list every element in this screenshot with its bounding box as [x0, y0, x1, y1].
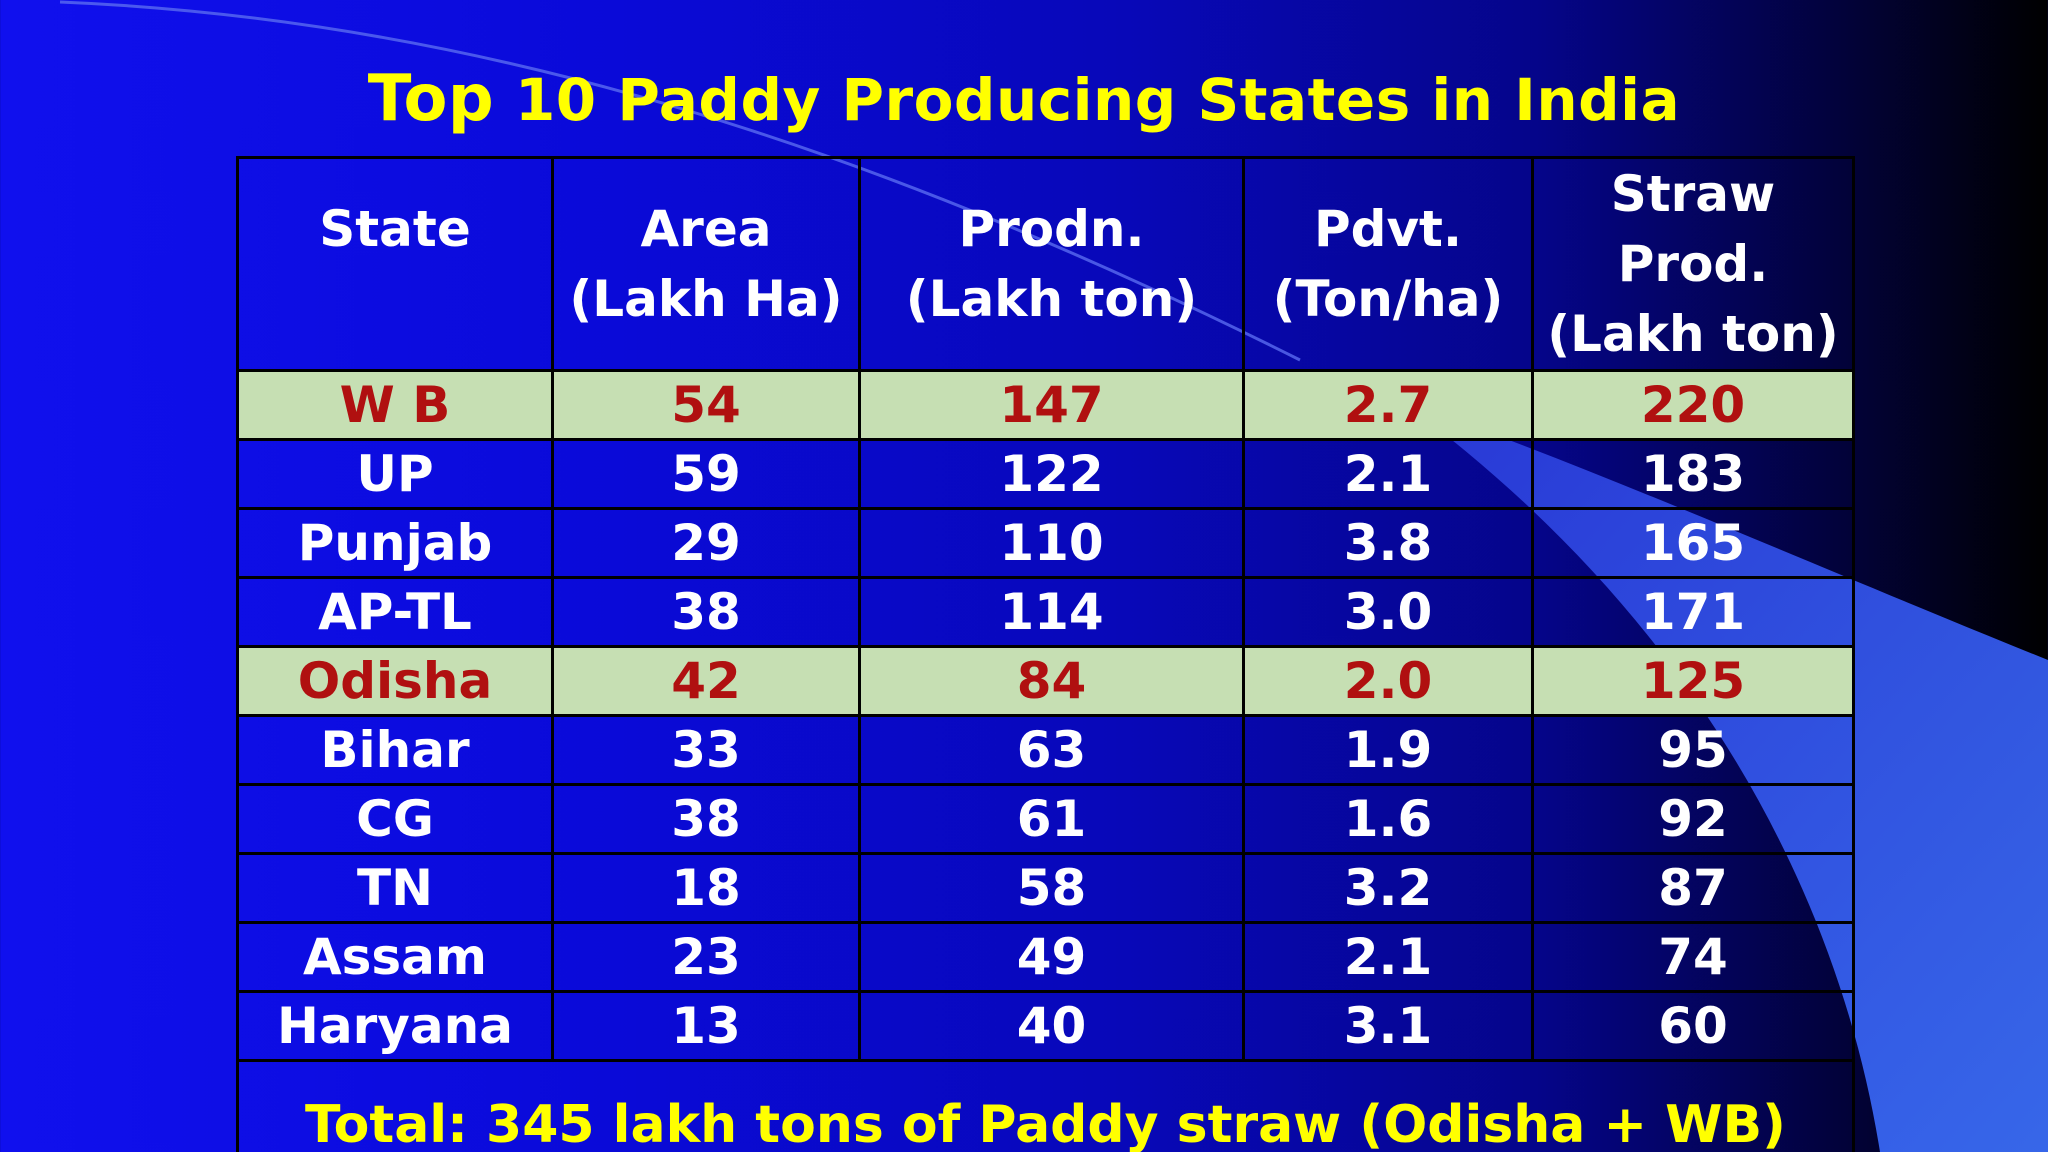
cell-prodn: 49	[858, 921, 1245, 993]
cell-pdvt: 3.2	[1242, 852, 1534, 924]
table-total-row: Total: 345 lakh tons of Paddy straw (Odi…	[236, 1059, 1855, 1152]
cell-area: 54	[551, 369, 861, 441]
header-prodn: Prodn. (Lakh ton)	[858, 156, 1245, 372]
header-prodn-line2: (Lakh ton)	[905, 270, 1198, 328]
cell-state: AP-TL	[236, 576, 554, 648]
header-area: Area (Lakh Ha)	[551, 156, 861, 372]
header-state-line2	[239, 264, 551, 334]
paddy-states-table: State Area (Lakh Ha) Prodn. (Lakh ton) P…	[236, 156, 1855, 1152]
cell-prodn: 122	[858, 438, 1245, 510]
cell-state: Odisha	[236, 645, 554, 717]
cell-state: UP	[236, 438, 554, 510]
cell-state: CG	[236, 783, 554, 855]
header-pdvt: Pdvt. (Ton/ha)	[1242, 156, 1534, 372]
table-row-assam: Assam 23 49 2.1 74	[236, 921, 1855, 993]
slide-title-first-word: Top	[367, 62, 495, 136]
header-straw-line2: (Lakh ton)	[1547, 305, 1839, 363]
cell-state: TN	[236, 852, 554, 924]
cell-pdvt: 2.7	[1242, 369, 1534, 441]
cell-state: W B	[236, 369, 554, 441]
cell-area: 23	[551, 921, 861, 993]
header-prodn-line1: Prodn.	[958, 200, 1145, 258]
cell-area: 29	[551, 507, 861, 579]
table-header-row: State Area (Lakh Ha) Prodn. (Lakh ton) P…	[236, 156, 1855, 372]
table-row-cg: CG 38 61 1.6 92	[236, 783, 1855, 855]
header-area-line1: Area	[640, 200, 772, 258]
cell-pdvt: 1.6	[1242, 783, 1534, 855]
cell-area: 59	[551, 438, 861, 510]
cell-pdvt: 2.0	[1242, 645, 1534, 717]
cell-area: 33	[551, 714, 861, 786]
cell-prodn: 84	[858, 645, 1245, 717]
cell-state: Punjab	[236, 507, 554, 579]
header-pdvt-line1: Pdvt.	[1314, 200, 1462, 258]
cell-straw: 95	[1531, 714, 1855, 786]
cell-prodn: 61	[858, 783, 1245, 855]
table-row-wb: W B 54 147 2.7 220	[236, 369, 1855, 441]
cell-area: 13	[551, 990, 861, 1062]
table-row-up: UP 59 122 2.1 183	[236, 438, 1855, 510]
cell-pdvt: 1.9	[1242, 714, 1534, 786]
table-row-bihar: Bihar 33 63 1.9 95	[236, 714, 1855, 786]
header-area-line2: (Lakh Ha)	[569, 270, 843, 328]
table-row-punjab: Punjab 29 110 3.8 165	[236, 507, 1855, 579]
cell-pdvt: 2.1	[1242, 438, 1534, 510]
cell-pdvt: 3.0	[1242, 576, 1534, 648]
cell-state: Haryana	[236, 990, 554, 1062]
header-straw-line1: Straw Prod.	[1610, 165, 1776, 293]
total-summary-text: Total: 345 lakh tons of Paddy straw (Odi…	[236, 1059, 1855, 1152]
header-state-line1: State	[319, 200, 471, 258]
cell-straw: 87	[1531, 852, 1855, 924]
slide-title: Top 10 Paddy Producing States in India	[0, 62, 2048, 136]
table-row-ap-tl: AP-TL 38 114 3.0 171	[236, 576, 1855, 648]
cell-pdvt: 2.1	[1242, 921, 1534, 993]
cell-straw: 92	[1531, 783, 1855, 855]
cell-state: Bihar	[236, 714, 554, 786]
cell-prodn: 63	[858, 714, 1245, 786]
cell-straw: 125	[1531, 645, 1855, 717]
slide-title-rest: 10 Paddy Producing States in India	[514, 66, 1681, 134]
cell-straw: 74	[1531, 921, 1855, 993]
cell-prodn: 114	[858, 576, 1245, 648]
cell-pdvt: 3.8	[1242, 507, 1534, 579]
cell-area: 38	[551, 783, 861, 855]
cell-prodn: 40	[858, 990, 1245, 1062]
cell-straw: 165	[1531, 507, 1855, 579]
cell-straw: 171	[1531, 576, 1855, 648]
header-state: State	[236, 156, 554, 372]
header-pdvt-line2: (Ton/ha)	[1272, 270, 1504, 328]
cell-straw: 183	[1531, 438, 1855, 510]
cell-pdvt: 3.1	[1242, 990, 1534, 1062]
header-straw: Straw Prod. (Lakh ton)	[1531, 156, 1855, 372]
table-row-haryana: Haryana 13 40 3.1 60	[236, 990, 1855, 1062]
cell-straw: 60	[1531, 990, 1855, 1062]
cell-prodn: 110	[858, 507, 1245, 579]
cell-prodn: 147	[858, 369, 1245, 441]
table-row-tn: TN 18 58 3.2 87	[236, 852, 1855, 924]
table-row-odisha: Odisha 42 84 2.0 125	[236, 645, 1855, 717]
cell-area: 18	[551, 852, 861, 924]
cell-prodn: 58	[858, 852, 1245, 924]
cell-area: 38	[551, 576, 861, 648]
cell-area: 42	[551, 645, 861, 717]
cell-state: Assam	[236, 921, 554, 993]
cell-straw: 220	[1531, 369, 1855, 441]
